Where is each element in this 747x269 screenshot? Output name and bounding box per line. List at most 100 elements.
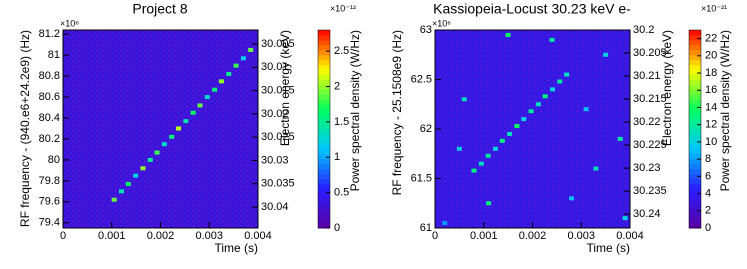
heatmap-cell [549,87,555,92]
heatmap-cell [485,153,491,158]
colorbar-band [689,143,701,150]
heatmap-cell [240,56,246,61]
colorbar-band [689,89,701,95]
colorbar-frame [317,29,331,229]
colorbar-band [318,178,330,184]
x-tick-label: 0.003 [195,230,223,242]
colorbar-band [318,74,330,80]
y2-axis-label: Electron energy (keV) [660,30,674,146]
y2-tick-label: 30.215 [633,93,667,105]
heatmap-cell [119,189,124,194]
colorbar-band [318,59,330,66]
background-texture [63,30,258,228]
colorbar-band [689,109,701,115]
z-multiplier: ×10⁻²¹ [701,3,727,13]
colorbar-band [689,94,701,100]
colorbar-tick-label: 1.5 [334,116,349,128]
colorbar-band [318,54,330,61]
colorbar-tick-label: 16 [705,84,717,96]
heatmap-cell [125,182,131,186]
colorbar-band [689,183,701,189]
colorbar-band [318,49,330,56]
x-tick-label: 0 [432,230,438,242]
colorbar-band [318,173,330,179]
y-tick-label: 80.2 [39,133,60,145]
z-multiplier: ×10⁻¹² [330,3,356,13]
heatmap-cell [456,146,462,151]
colorbar-band [318,64,330,71]
colorbar-band [318,119,330,125]
y-tick-label: 79.4 [39,217,60,229]
colorbar-tick-label: 2 [705,205,711,217]
colorbar-band [318,168,330,175]
colorbar-band [689,74,701,80]
heatmap-cell [140,166,146,171]
heatmap-cell [499,138,505,143]
colorbar-band [689,148,701,155]
x-tick-label: 0.004 [244,230,272,242]
colorbar-band [689,104,701,110]
colorbar-band [318,39,330,46]
colorbar-band [318,104,330,110]
colorbar-band [318,133,330,140]
y2-tick-label: 30.22 [633,116,661,128]
colorbar-band [689,173,701,179]
colorbar-tick-label: 12 [705,119,717,131]
colorbar-tick-label: 6 [705,170,711,182]
heatmap-cell [617,136,623,141]
colorbar-band [689,129,701,135]
heatmap-cell [564,72,570,77]
heatmap-cell [248,47,254,52]
heatmap-cell [505,32,511,37]
heatmap-cell [133,173,139,178]
z-axis-label: Power spectral density (W/Hz) [348,30,362,191]
colorbar-band [689,158,701,165]
colorbar-band [318,153,330,160]
x-tick-label: 0.004 [616,230,644,242]
colorbar-band [318,129,330,135]
heatmap-cell [442,221,448,226]
y-multiplier: ×10⁶ [60,18,79,28]
heatmap-cell [542,94,548,99]
heatmap-cell [528,109,534,114]
y2-tick-label: 30.02 [261,108,289,120]
colorbar-tick-label: 14 [705,101,717,113]
colorbar-tick-label: 20 [705,50,717,62]
colorbar-band [689,124,701,130]
y-tick-label: 61.5 [411,172,432,184]
heatmap-cell [226,72,232,76]
colorbar-band [318,94,330,100]
y-tick-label: 63 [420,24,432,36]
chart-panel: Project 8 0 0.001 0.002 0.003 0.004 79.4 79.6 79… [18,1,362,255]
heatmap-cell [486,201,492,206]
y2-tick-label: 30.225 [633,139,667,151]
y-tick-label: 62.5 [411,73,432,85]
y-axis-label: RF frequency - (940.e6+24.2e9) (Hz) [18,30,32,227]
colorbar-tick-label: 1 [334,151,340,163]
heatmap-cell [569,196,574,201]
background-texture [435,30,630,228]
heatmap-cell [622,216,628,221]
y-axis-label: RF frequency - 25.1508e9 (Hz) [390,30,404,195]
heatmap-cell [111,197,117,202]
y2-tick-label: 30.01 [261,61,289,73]
colorbar-band [318,223,330,229]
colorbar-band [318,124,330,130]
colorbar-band [318,208,330,214]
y-tick-label: 80.8 [39,70,60,82]
colorbar-band [689,208,701,214]
heatmap-cell [204,95,210,100]
heatmap-cell [233,63,239,68]
colorbar-band [318,188,330,194]
colorbar-band [318,109,330,115]
y2-tick-label: 30.03 [261,154,289,166]
colorbar-band [689,133,701,140]
chart-title: Kassiopeia-Locust 30.23 keV e- [433,1,631,17]
heatmap-cell [190,110,196,115]
colorbar-band [689,49,701,56]
y2-tick-label: 30.235 [633,185,667,197]
y-tick-label: 80.4 [39,112,60,124]
y2-tick-label: 30.04 [261,201,289,213]
heatmap-cell [603,52,609,57]
